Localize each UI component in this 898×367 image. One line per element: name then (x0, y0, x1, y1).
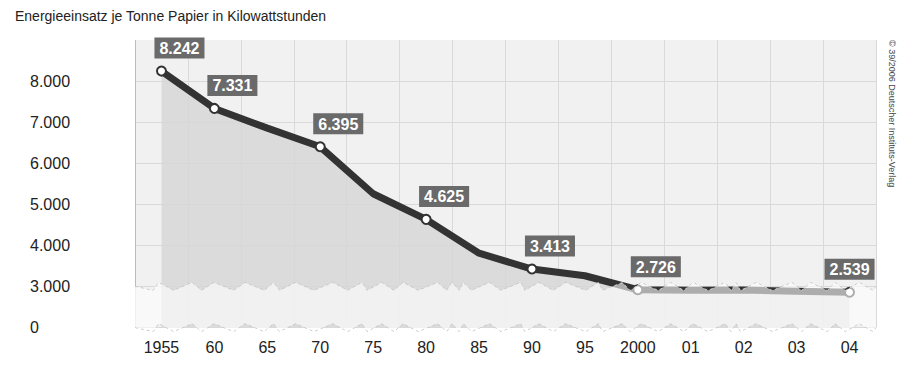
svg-text:85: 85 (470, 339, 488, 356)
svg-text:7.000: 7.000 (30, 114, 70, 131)
svg-text:6.000: 6.000 (30, 155, 70, 172)
svg-text:8.242: 8.242 (159, 40, 199, 57)
svg-text:1955: 1955 (144, 339, 180, 356)
svg-text:5.000: 5.000 (30, 196, 70, 213)
svg-text:© 39/2006 Deutscher Instituts-: © 39/2006 Deutscher Instituts-Verlag (887, 40, 897, 187)
svg-text:3.413: 3.413 (530, 238, 570, 255)
svg-text:6.395: 6.395 (318, 116, 358, 133)
svg-text:90: 90 (523, 339, 541, 356)
svg-text:04: 04 (841, 339, 859, 356)
svg-text:Energieeinsatz je Tonne Papier: Energieeinsatz je Tonne Papier in Kilowa… (15, 8, 326, 24)
svg-text:03: 03 (788, 339, 806, 356)
svg-text:4.000: 4.000 (30, 237, 70, 254)
svg-text:2000: 2000 (620, 339, 656, 356)
svg-text:02: 02 (735, 339, 753, 356)
svg-text:7.331: 7.331 (212, 77, 252, 94)
svg-text:8.000: 8.000 (30, 73, 70, 90)
svg-text:0: 0 (30, 319, 39, 336)
svg-text:3.000: 3.000 (30, 278, 70, 295)
svg-text:2.726: 2.726 (636, 259, 676, 276)
svg-text:80: 80 (417, 339, 435, 356)
svg-text:4.625: 4.625 (424, 188, 464, 205)
svg-text:2.539: 2.539 (830, 261, 870, 278)
svg-text:95: 95 (576, 339, 594, 356)
svg-text:01: 01 (682, 339, 700, 356)
svg-text:75: 75 (364, 339, 382, 356)
svg-text:70: 70 (311, 339, 329, 356)
svg-text:60: 60 (205, 339, 223, 356)
svg-text:65: 65 (258, 339, 276, 356)
